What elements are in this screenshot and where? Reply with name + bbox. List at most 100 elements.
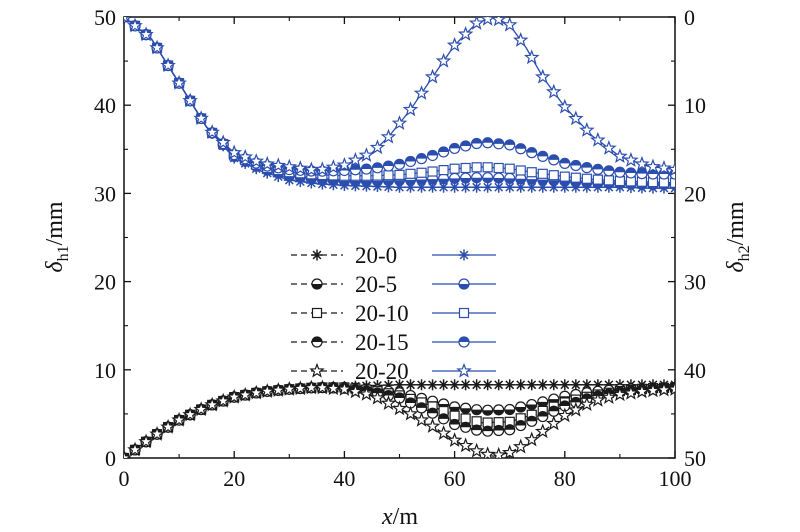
legend-h2-marker xyxy=(458,278,470,290)
h2-point xyxy=(548,154,560,166)
legend-h2-marker xyxy=(458,336,470,348)
h2-point xyxy=(601,140,617,155)
h1-point xyxy=(270,382,287,397)
h2-point xyxy=(149,39,165,55)
h1-point xyxy=(559,400,571,412)
legend-label: 20-10 xyxy=(355,301,409,326)
h1-point xyxy=(347,383,364,399)
h1-series-20-20 xyxy=(124,379,675,458)
h2-point xyxy=(504,172,516,185)
h1-point xyxy=(437,413,450,425)
h1-point xyxy=(534,423,551,439)
h2-point xyxy=(460,140,472,152)
h1-point xyxy=(504,403,516,416)
h1-point xyxy=(416,379,428,391)
h2-point xyxy=(537,150,549,162)
h1-point xyxy=(515,401,527,413)
h2-series-20-15 xyxy=(124,17,675,180)
h1-point xyxy=(460,402,472,414)
h1-point xyxy=(380,395,397,410)
h2-point xyxy=(656,159,672,175)
legend-h2-marker xyxy=(458,249,470,261)
axis-ticks: 0 20 40 60 80 100 0 10 20 30 40 50 0 10 20 30 40 50 xyxy=(94,5,706,491)
h2-point xyxy=(501,17,518,32)
series-layer xyxy=(124,17,675,458)
h2-point xyxy=(438,165,449,176)
h2-point xyxy=(460,172,472,184)
h1-point xyxy=(314,379,331,395)
legend-entry: 20-15 xyxy=(291,330,496,355)
h1-point xyxy=(526,379,538,391)
h2-point xyxy=(127,17,143,33)
y-left-tick-label: 0 xyxy=(105,446,116,471)
h2-point xyxy=(393,158,406,170)
h2-point xyxy=(437,173,450,185)
h2-point xyxy=(548,170,559,181)
h2-point xyxy=(468,17,485,30)
h1-point xyxy=(438,379,450,391)
h2-point xyxy=(449,142,461,155)
h1-point xyxy=(460,413,471,424)
h2-point xyxy=(382,160,395,172)
h2-point xyxy=(138,26,154,42)
h1-point xyxy=(426,407,439,419)
h1-point xyxy=(471,424,483,436)
h1-point xyxy=(559,379,571,391)
h1-point xyxy=(413,411,430,427)
h2-point xyxy=(371,162,384,174)
y-right-tick-label: 0 xyxy=(684,5,695,30)
h2-point xyxy=(416,167,427,178)
h2-point xyxy=(490,17,507,27)
h1-point xyxy=(537,379,549,391)
h2-point xyxy=(482,162,493,173)
legend-h1-marker xyxy=(311,249,323,261)
h1-point xyxy=(579,396,595,412)
h2-point xyxy=(504,163,515,174)
h2-point xyxy=(437,146,450,158)
h2-point xyxy=(590,131,606,147)
legend-label: 20-15 xyxy=(355,330,409,355)
x-tick-label: 100 xyxy=(659,466,692,491)
h2-point xyxy=(426,149,439,162)
h1-point xyxy=(537,410,549,423)
h1-point xyxy=(493,379,505,391)
legend-label: 20-0 xyxy=(355,243,397,268)
h2-point xyxy=(534,68,551,84)
h2-point xyxy=(471,162,482,173)
h2-point xyxy=(645,158,661,174)
h2-point xyxy=(270,157,287,173)
h2-point xyxy=(614,166,626,178)
h1-point xyxy=(449,379,461,391)
h2-point xyxy=(446,36,463,52)
h2-point xyxy=(480,17,495,26)
y-left-tick-label: 40 xyxy=(94,93,116,118)
h2-point xyxy=(526,147,538,159)
h2-point xyxy=(394,169,405,180)
h2-point xyxy=(667,161,675,177)
h1-point xyxy=(193,401,209,417)
h2-line-20-15 xyxy=(124,17,675,175)
h2-point xyxy=(471,181,483,193)
h2-point xyxy=(416,181,428,193)
h1-point xyxy=(471,404,483,416)
h2-point xyxy=(391,115,408,130)
x-tick-label: 60 xyxy=(444,466,466,491)
h1-point xyxy=(490,446,507,458)
h1-point xyxy=(515,419,527,432)
h2-point xyxy=(545,83,562,99)
h2-point xyxy=(568,110,584,126)
y-axis-left-title: δh1/mm xyxy=(42,201,72,272)
h2-point xyxy=(515,143,527,155)
legend-h2-marker xyxy=(458,307,470,319)
h1-point xyxy=(471,379,483,391)
h2-point xyxy=(603,175,614,186)
h2-point xyxy=(623,152,639,167)
h2-point xyxy=(171,74,187,90)
h1-point xyxy=(393,392,406,404)
h2-point xyxy=(603,165,615,177)
y-left-tick-label: 10 xyxy=(94,358,116,383)
h2-point xyxy=(259,155,276,171)
h2-point xyxy=(435,52,452,68)
h2-point xyxy=(614,175,626,187)
